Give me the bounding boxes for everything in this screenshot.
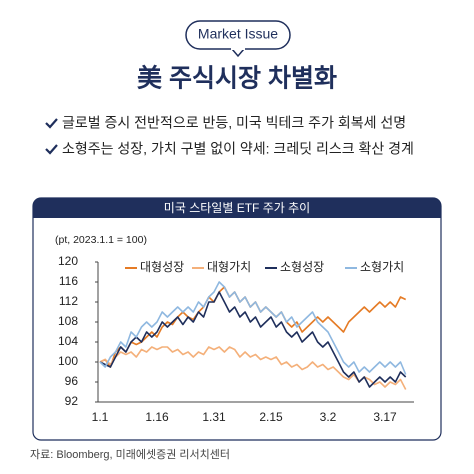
y-tick-label: 108: [58, 314, 78, 328]
source: 자료: Bloomberg, 미래에셋증권 리서치센터: [30, 448, 230, 461]
badge-pointer: [231, 48, 245, 58]
check-icon: [45, 118, 58, 129]
y-axis-label: (pt, 2023.1.1 = 100): [55, 234, 147, 246]
x-tick-label: 2.15: [259, 410, 283, 424]
x-tick-label: 1.31: [202, 410, 226, 424]
bullet-text: 소형주는 성장, 가치 구별 없이 약세: 크레딧 리스크 확산 경계: [62, 141, 414, 157]
y-tick-label: 104: [58, 334, 78, 348]
badge-pointer-mask: [231, 47, 245, 50]
x-tick-label: 3.2: [320, 410, 337, 424]
series-line: [99, 281, 407, 375]
y-tick-label: 112: [59, 294, 78, 308]
y-tick-label: 92: [65, 394, 79, 408]
chart-title: 미국 스타일별 ETF 주가 추이: [164, 201, 310, 215]
legend-label: 소형성장: [280, 260, 324, 274]
bullet-text: 글로벌 증시 전반적으로 반등, 미국 빅테크 주가 회복세 선명: [62, 115, 406, 131]
plot: 92 96 100 104 108 112 116 120 1.1 1.16 1.31 2.15 3.2…: [58, 254, 414, 424]
chart-header: [33, 198, 441, 218]
x-tick-label: 3.17: [373, 410, 397, 424]
y-tick-label: 116: [59, 274, 78, 288]
x-tick-label: 1.16: [145, 410, 169, 424]
legend-label: 대형성장: [140, 260, 184, 274]
series-line: [99, 291, 407, 388]
y-tick-label: 96: [65, 374, 79, 388]
x-tick-label: 1.1: [92, 410, 109, 424]
series-line: [99, 346, 407, 390]
legend-label: 소형가치: [360, 260, 404, 274]
main-title: 美 주식시장 차별화: [137, 64, 337, 93]
legend-label: 대형가치: [207, 260, 251, 274]
badge-text: Market Issue: [198, 26, 278, 42]
y-tick-label: 100: [58, 354, 78, 368]
check-icon: [45, 144, 58, 155]
y-tick-label: 120: [58, 254, 78, 268]
